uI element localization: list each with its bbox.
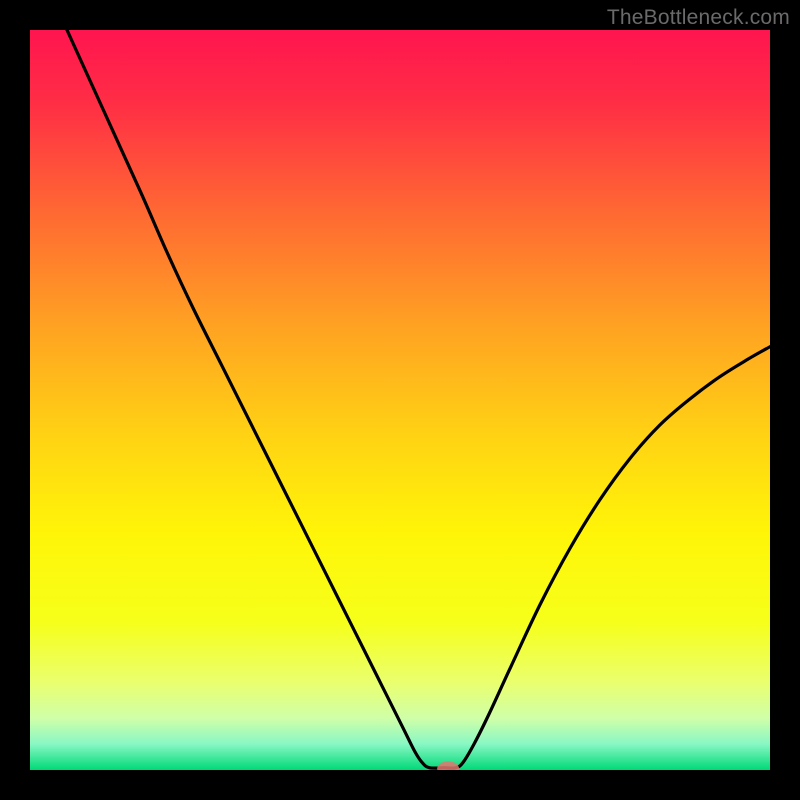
bottleneck-chart: TheBottleneck.com [0,0,800,800]
watermark-text: TheBottleneck.com [607,6,790,30]
curve-layer [30,30,770,770]
plot-area [30,30,770,770]
optimal-point-marker [437,762,459,770]
bottleneck-curve [67,30,770,768]
